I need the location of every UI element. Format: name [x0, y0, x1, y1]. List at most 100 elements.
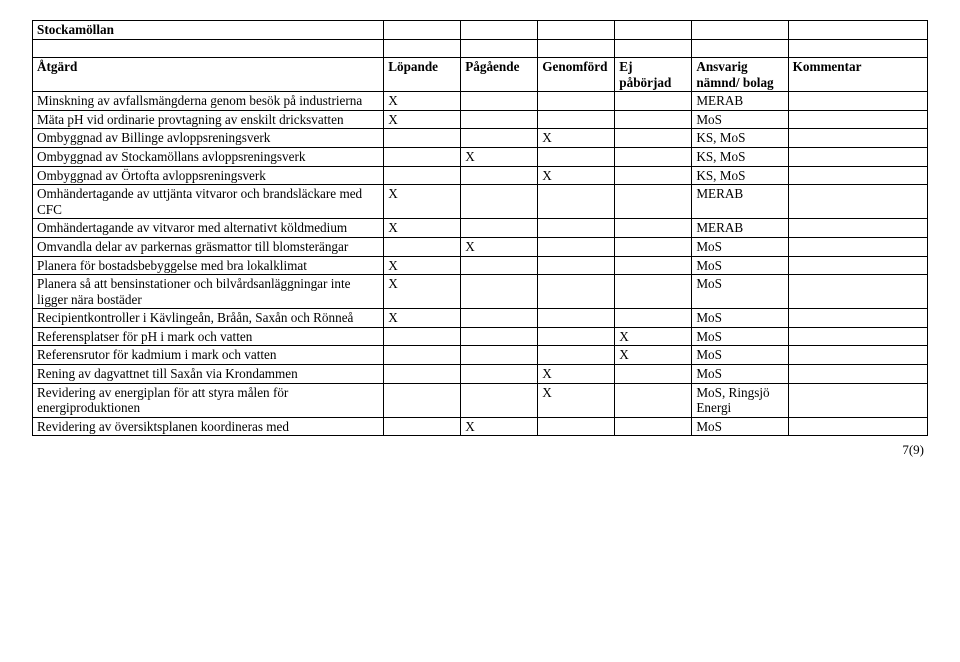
- table-row: Minskning av avfallsmängderna genom besö…: [33, 92, 928, 111]
- cell-ej: [615, 275, 692, 309]
- cell-ej: [615, 383, 692, 417]
- cell-pagaende: [461, 219, 538, 238]
- cell-komm: [788, 92, 927, 111]
- cell-desc: Referensrutor för kadmium i mark och vat…: [33, 346, 384, 365]
- header-row: Åtgärd Löpande Pågående Genomförd Ej påb…: [33, 58, 928, 92]
- cell-pagaende: X: [461, 148, 538, 167]
- cell-lopande: [384, 129, 461, 148]
- cell-desc: Omvandla delar av parkernas gräsmattor t…: [33, 237, 384, 256]
- table-row: Revidering av energiplan för att styra m…: [33, 383, 928, 417]
- cell-desc: Planera så att bensinstationer och bilvå…: [33, 275, 384, 309]
- cell-resp: MoS: [692, 275, 788, 309]
- table-row: Ombyggnad av Billinge avloppsreningsverk…: [33, 129, 928, 148]
- table-row: Mäta pH vid ordinarie provtagning av ens…: [33, 110, 928, 129]
- col-header: Löpande: [384, 58, 461, 92]
- cell-ej: [615, 417, 692, 436]
- cell-ej: [615, 185, 692, 219]
- cell-komm: [788, 166, 927, 185]
- cell-desc: Revidering av energiplan för att styra m…: [33, 383, 384, 417]
- cell-genomford: [538, 327, 615, 346]
- cell-lopande: [384, 417, 461, 436]
- cell-pagaende: X: [461, 417, 538, 436]
- cell-komm: [788, 129, 927, 148]
- cell-desc: Minskning av avfallsmängderna genom besö…: [33, 92, 384, 111]
- cell-resp: MoS: [692, 110, 788, 129]
- table-row: Planera så att bensinstationer och bilvå…: [33, 275, 928, 309]
- cell-resp: MERAB: [692, 92, 788, 111]
- cell-komm: [788, 256, 927, 275]
- cell-genomford: [538, 237, 615, 256]
- cell-genomford: [538, 219, 615, 238]
- cell-genomford: [538, 417, 615, 436]
- cell-lopande: X: [384, 256, 461, 275]
- cell-ej: [615, 364, 692, 383]
- cell-komm: [788, 364, 927, 383]
- cell-lopande: X: [384, 92, 461, 111]
- cell-lopande: [384, 383, 461, 417]
- cell-pagaende: [461, 327, 538, 346]
- cell-lopande: X: [384, 185, 461, 219]
- cell-desc: Omhändertagande av uttjänta vitvaror och…: [33, 185, 384, 219]
- cell-lopande: X: [384, 219, 461, 238]
- col-header: Genomförd: [538, 58, 615, 92]
- cell-komm: [788, 275, 927, 309]
- table-row: Referensrutor för kadmium i mark och vat…: [33, 346, 928, 365]
- cell-ej: [615, 166, 692, 185]
- cell-genomford: [538, 346, 615, 365]
- cell-lopande: X: [384, 110, 461, 129]
- cell-pagaende: [461, 364, 538, 383]
- cell-genomford: [538, 275, 615, 309]
- cell-desc: Ombyggnad av Stockamöllans avloppsrening…: [33, 148, 384, 167]
- cell-lopande: [384, 364, 461, 383]
- cell-komm: [788, 417, 927, 436]
- cell-ej: [615, 256, 692, 275]
- cell-desc: Recipientkontroller i Kävlingeån, Bråån,…: [33, 309, 384, 328]
- cell-pagaende: [461, 92, 538, 111]
- cell-lopande: X: [384, 309, 461, 328]
- cell-lopande: [384, 166, 461, 185]
- cell-desc: Ombyggnad av Billinge avloppsreningsverk: [33, 129, 384, 148]
- table-row: Revidering av översiktsplanen koordinera…: [33, 417, 928, 436]
- cell-genomford: [538, 148, 615, 167]
- cell-genomford: [538, 110, 615, 129]
- cell-resp: MoS: [692, 237, 788, 256]
- cell-resp: MoS: [692, 256, 788, 275]
- cell-pagaende: [461, 275, 538, 309]
- table-row: Omhändertagande av vitvaror med alternat…: [33, 219, 928, 238]
- cell-desc: Rening av dagvattnet till Saxån via Kron…: [33, 364, 384, 383]
- cell-resp: MoS: [692, 364, 788, 383]
- cell-desc: Referensplatser för pH i mark och vatten: [33, 327, 384, 346]
- cell-genomford: X: [538, 364, 615, 383]
- cell-resp: MoS: [692, 309, 788, 328]
- cell-pagaende: X: [461, 237, 538, 256]
- col-header: Ej påbörjad: [615, 58, 692, 92]
- cell-resp: KS, MoS: [692, 129, 788, 148]
- cell-komm: [788, 309, 927, 328]
- table-row: Omvandla delar av parkernas gräsmattor t…: [33, 237, 928, 256]
- col-header: Ansvarig nämnd/ bolag: [692, 58, 788, 92]
- cell-ej: [615, 309, 692, 328]
- cell-lopande: [384, 327, 461, 346]
- table-row: Recipientkontroller i Kävlingeån, Bråån,…: [33, 309, 928, 328]
- cell-komm: [788, 327, 927, 346]
- cell-resp: MERAB: [692, 185, 788, 219]
- main-table: Stockamöllan Åtgärd Löpa: [32, 20, 928, 436]
- cell-komm: [788, 237, 927, 256]
- cell-pagaende: [461, 185, 538, 219]
- cell-ej: [615, 219, 692, 238]
- cell-komm: [788, 148, 927, 167]
- cell-desc: Omhändertagande av vitvaror med alternat…: [33, 219, 384, 238]
- cell-desc: Ombyggnad av Örtofta avloppsreningsverk: [33, 166, 384, 185]
- cell-desc: Revidering av översiktsplanen koordinera…: [33, 417, 384, 436]
- col-header: Kommentar: [788, 58, 927, 92]
- cell-komm: [788, 110, 927, 129]
- spacer-row: [33, 39, 928, 58]
- cell-komm: [788, 383, 927, 417]
- cell-resp: MoS: [692, 417, 788, 436]
- cell-pagaende: [461, 256, 538, 275]
- cell-pagaende: [461, 129, 538, 148]
- cell-lopande: [384, 148, 461, 167]
- cell-lopande: [384, 346, 461, 365]
- cell-genomford: [538, 256, 615, 275]
- cell-ej: [615, 129, 692, 148]
